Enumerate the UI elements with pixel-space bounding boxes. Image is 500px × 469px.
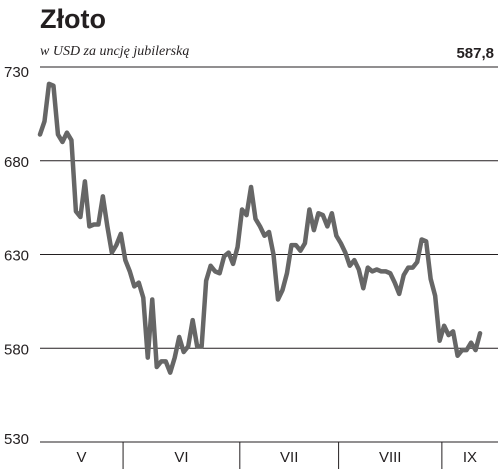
x-tick-label-VII: VII: [280, 449, 298, 466]
x-axis: V VI VII VIII IX: [40, 441, 498, 469]
y-gridlines: [40, 66, 498, 349]
y-tick-label-680: 680: [4, 154, 29, 171]
x-tick-label-IX: IX: [463, 449, 477, 466]
y-tick-label-530: 530: [4, 431, 29, 448]
series-layer: [37, 81, 483, 375]
x-tick-label-VIII: VIII: [379, 449, 402, 466]
y-tick-label-730: 730: [4, 64, 29, 81]
y-tick-label-580: 580: [4, 341, 29, 358]
series-line-0: [37, 81, 483, 375]
x-tick-label-VI: VI: [174, 449, 188, 466]
last-value-label: 587,8: [456, 45, 494, 62]
x-tick-label-V: V: [77, 449, 87, 466]
y-tick-labels: 730 680 630 580 530: [4, 64, 29, 448]
chart-subtitle: w USD za uncję jubilerską: [40, 44, 189, 59]
chart-title: Złoto: [40, 4, 106, 34]
y-tick-label-630: 630: [4, 248, 29, 265]
